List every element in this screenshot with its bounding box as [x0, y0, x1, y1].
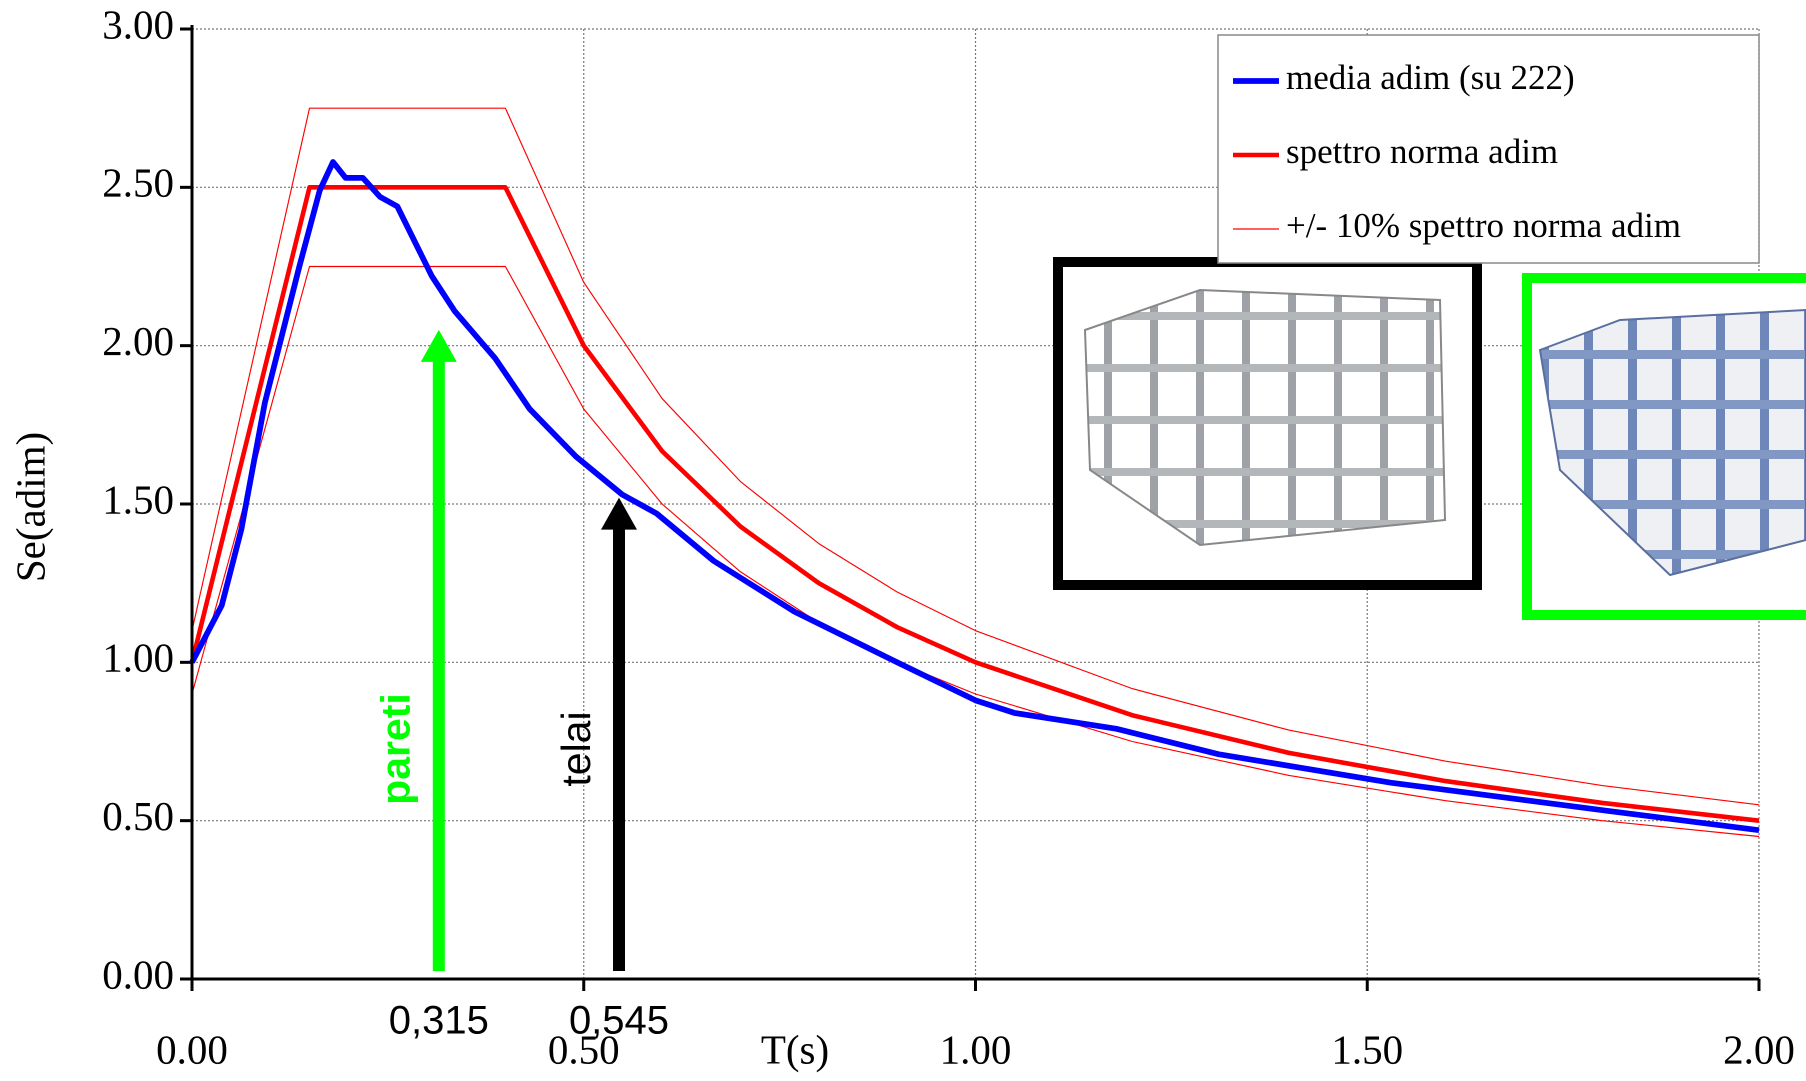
x-tick-label: 2.00 [1723, 1026, 1795, 1072]
annotation-text: telai [553, 711, 599, 786]
y-tick-label: 3.00 [102, 1, 174, 47]
building-image-frame [1527, 278, 1806, 615]
y-axis-label: Se(adim) [7, 432, 53, 582]
legend-label: media adim (su 222) [1286, 58, 1575, 97]
x-tick-label: 1.00 [940, 1026, 1012, 1072]
legend-label: +/- 10% spettro norma adim [1286, 206, 1681, 245]
y-tick-label: 2.00 [102, 318, 174, 364]
building-image-frame [1058, 262, 1477, 585]
y-tick-label: 2.50 [102, 160, 174, 206]
x-tick-label: 0.00 [156, 1026, 228, 1072]
arrow-head [421, 330, 457, 362]
y-tick-label: 1.00 [102, 635, 174, 681]
annotation-x-label: 0,315 [389, 999, 489, 1043]
legend-label: spettro norma adim [1286, 132, 1558, 171]
y-tick-label: 0.50 [102, 793, 174, 839]
chart: Se(adim) T(s) 0.00 0.50 1.00 1.50 2.00 2.50 3.… [0, 0, 1806, 1081]
legend: media adim (su 222) spettro norma adim +/-… [1218, 35, 1759, 263]
y-tick-label: 0.00 [102, 951, 174, 997]
y-tick-label: 1.50 [102, 476, 174, 522]
annotation-x-label: 0,545 [569, 999, 669, 1043]
x-axis-label: T(s) [761, 1026, 829, 1072]
annotation-text: pareti [373, 693, 419, 805]
x-tick-label: 1.50 [1331, 1026, 1403, 1072]
